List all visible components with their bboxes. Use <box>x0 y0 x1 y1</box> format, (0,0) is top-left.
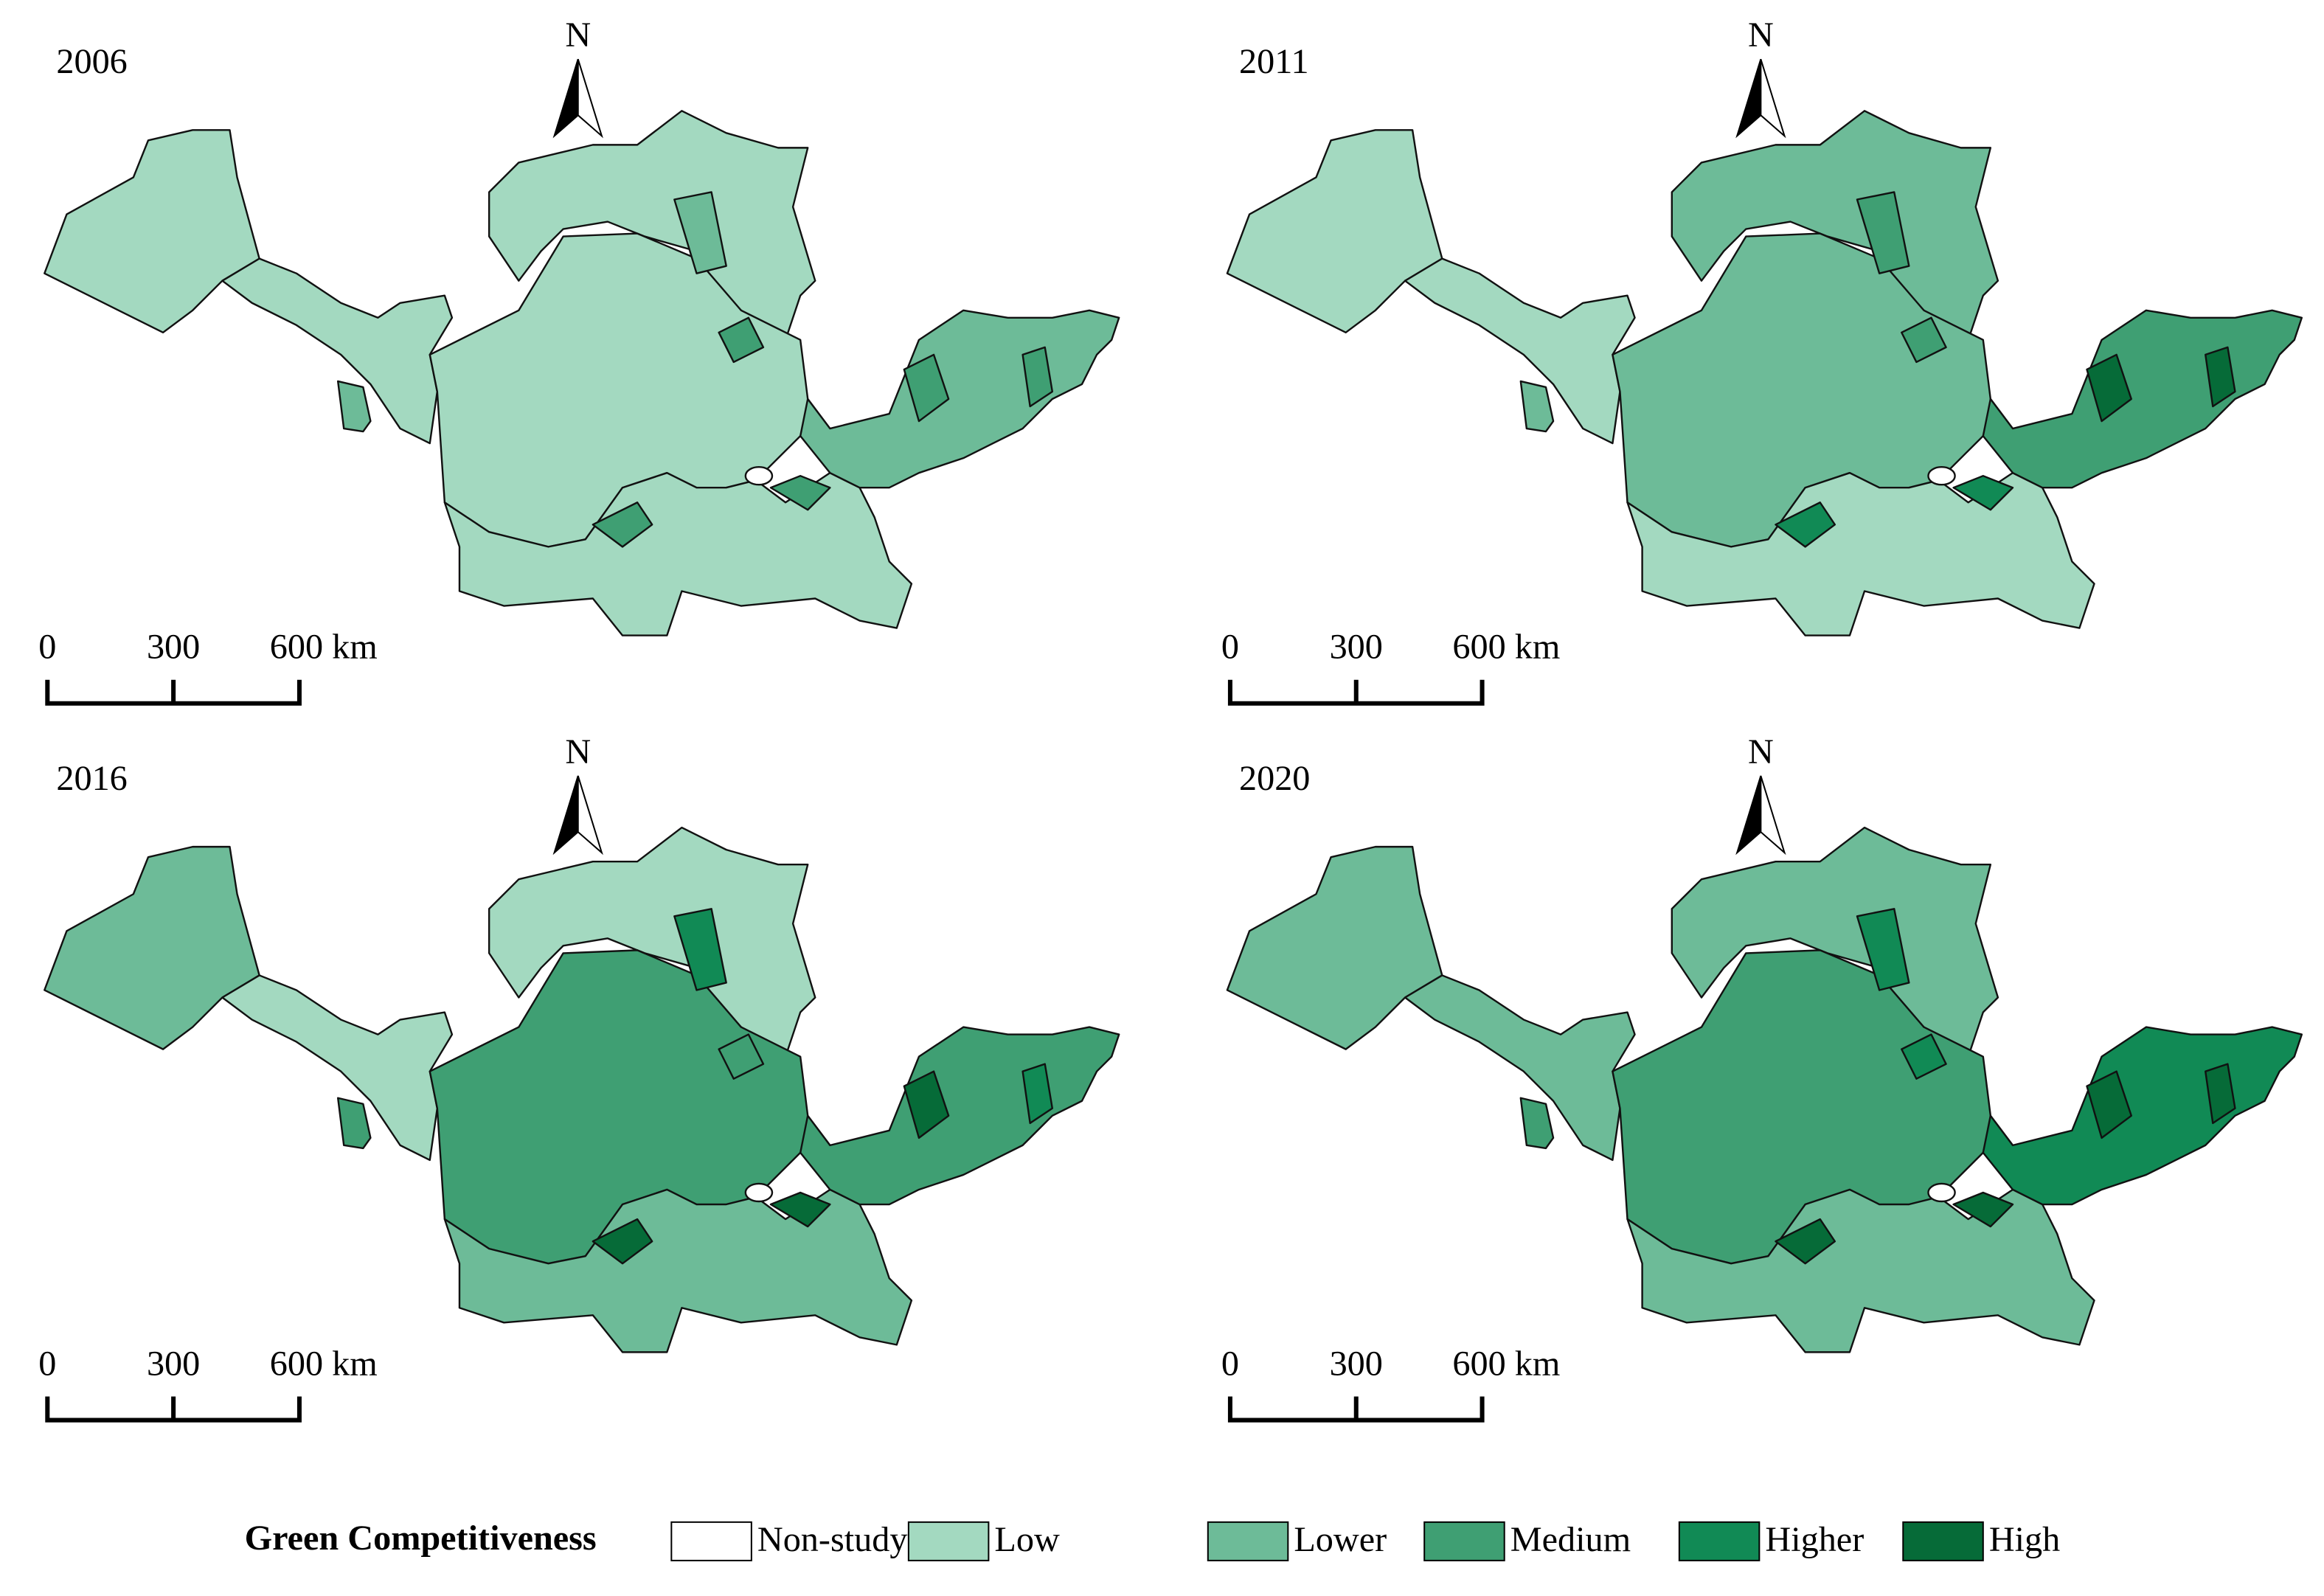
scale-label: 600 km <box>270 1345 378 1384</box>
map-panel: 2016 N 0 300 600 km <box>38 732 1120 1423</box>
panel-year: 2011 <box>1239 42 1309 81</box>
scale-label: 0 <box>38 628 56 667</box>
scale-label: 0 <box>1221 1345 1239 1384</box>
region <box>1927 465 1956 486</box>
legend-swatch <box>1423 1521 1505 1561</box>
legend-title: Green Competitiveness <box>245 1519 597 1558</box>
scale-label: 600 km <box>1452 1345 1560 1384</box>
legend-swatch <box>670 1521 752 1561</box>
map-panels: 2006 N 0 300 600 km 2011 N 0 300 600 km 2016 N 0 300 6… <box>38 15 2303 1423</box>
region <box>744 1182 774 1203</box>
region <box>1404 974 1636 1162</box>
region <box>744 465 774 486</box>
north-label: N <box>565 732 591 771</box>
scale-label: 300 <box>1330 628 1383 667</box>
legend-swatch <box>907 1521 990 1561</box>
scale-label: 600 km <box>270 628 378 667</box>
region <box>1982 309 2303 489</box>
north-label: N <box>1748 15 1774 55</box>
region <box>1519 1097 1555 1150</box>
north-label: N <box>565 15 591 55</box>
scale-label: 300 <box>1330 1345 1383 1384</box>
legend-label: Higher <box>1765 1520 1864 1559</box>
region <box>1982 1026 2303 1206</box>
map-panel: 2006 N 0 300 600 km <box>38 15 1120 706</box>
north-arrow <box>1760 58 1786 139</box>
region <box>44 845 260 1050</box>
panel-year: 2006 <box>56 42 127 81</box>
scale-label: 0 <box>38 1345 56 1384</box>
map-panel: 2011 N 0 300 600 km <box>1221 15 2303 706</box>
legend-swatch <box>1678 1521 1761 1561</box>
scale-label: 300 <box>147 1345 200 1384</box>
region <box>44 129 260 334</box>
north-label: N <box>1748 732 1774 771</box>
region <box>1927 1182 1956 1203</box>
legend-swatch <box>1902 1521 1984 1561</box>
north-arrow <box>552 58 579 139</box>
panel-year: 2020 <box>1239 759 1310 798</box>
region <box>1226 129 1443 334</box>
map-panel: 2020 N 0 300 600 km <box>1221 732 2303 1423</box>
north-arrow <box>577 58 603 139</box>
legend-label: Low <box>994 1520 1060 1559</box>
region <box>336 1097 372 1150</box>
north-arrow <box>1760 775 1786 856</box>
region <box>1404 257 1636 445</box>
legend-label: Lower <box>1294 1520 1387 1559</box>
region <box>799 1026 1120 1206</box>
north-arrow <box>552 775 579 856</box>
north-arrow <box>577 775 603 856</box>
scale-label: 0 <box>1221 628 1239 667</box>
region <box>1519 380 1555 433</box>
region <box>1226 845 1443 1050</box>
scale-label: 600 km <box>1452 628 1560 667</box>
north-arrow <box>1735 58 1762 139</box>
region <box>799 309 1120 489</box>
legend-label: Medium <box>1510 1520 1631 1559</box>
panel-year: 2016 <box>56 759 127 798</box>
scale-label: 300 <box>147 628 200 667</box>
region <box>221 257 454 445</box>
legend-label: High <box>1989 1520 2060 1559</box>
region <box>336 380 372 433</box>
north-arrow <box>1735 775 1762 856</box>
legend: Green Competitiveness Non-study area Low L… <box>245 1519 2060 1561</box>
legend-swatch <box>1207 1521 1289 1561</box>
region <box>221 974 454 1162</box>
